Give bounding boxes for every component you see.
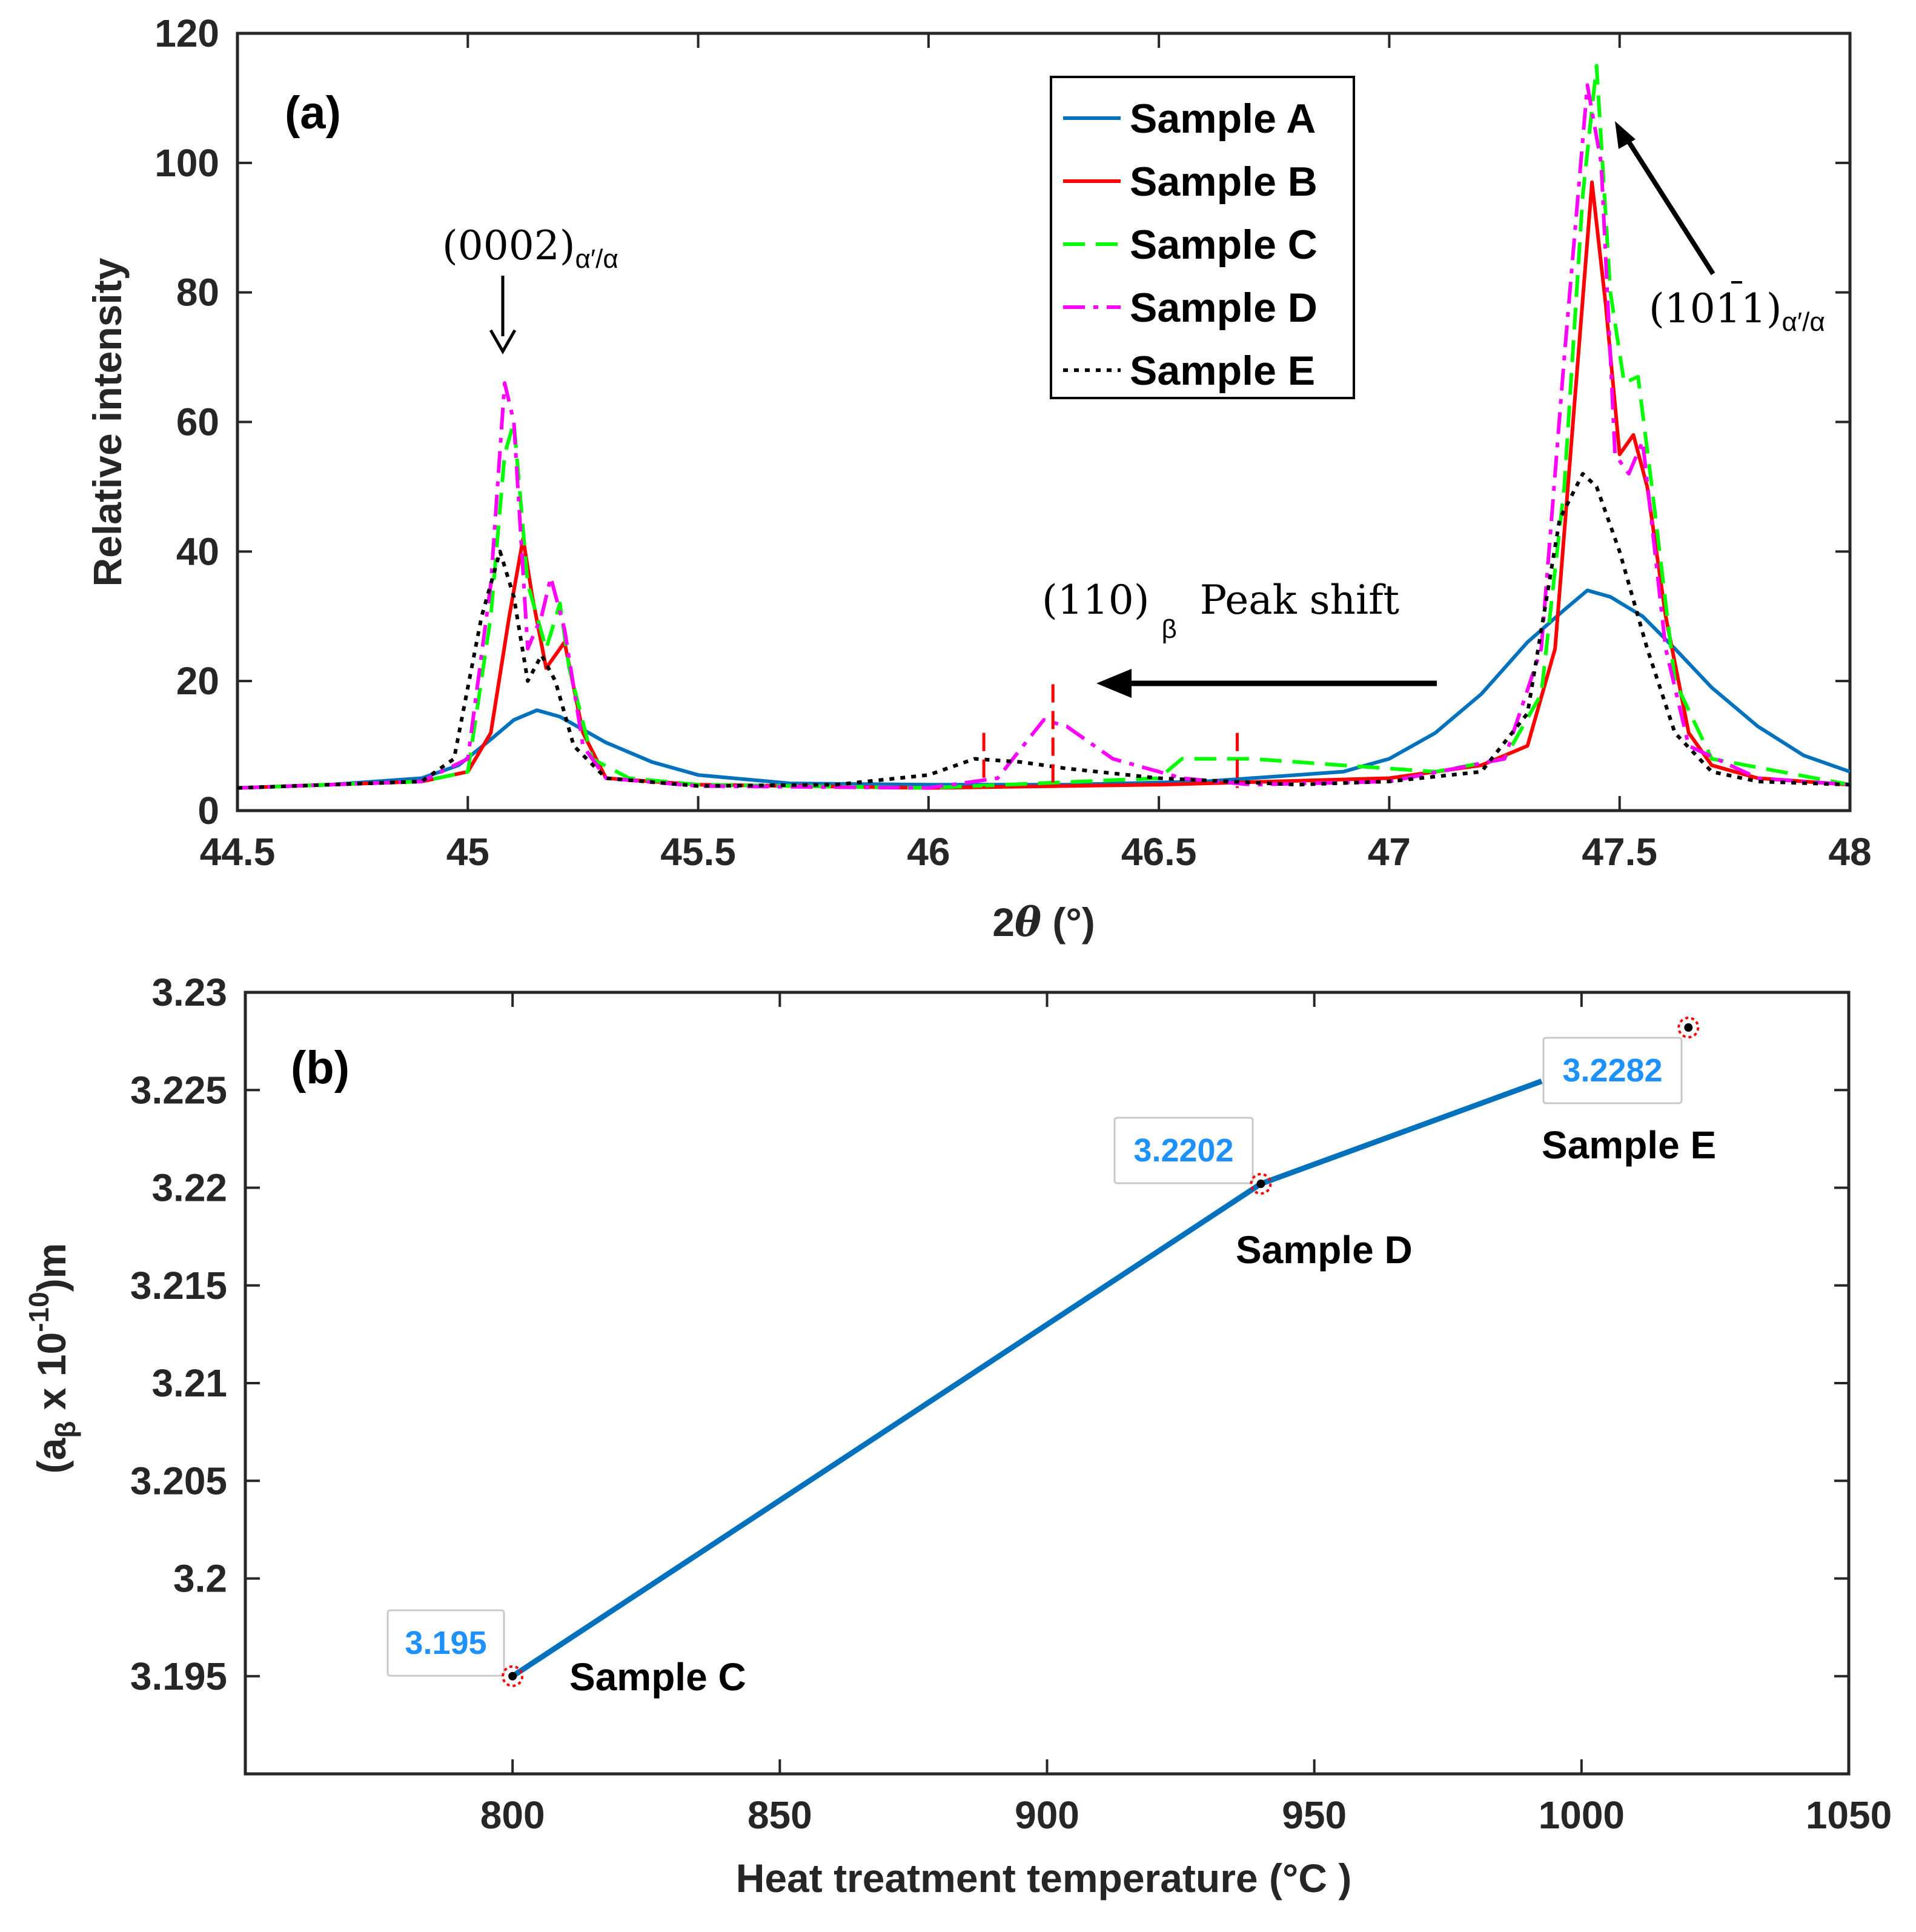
arrow-0002	[489, 276, 517, 355]
x-tick-label: 45.5	[660, 830, 736, 874]
legend-label: Sample A	[1130, 96, 1316, 142]
y-label-sup: -10	[23, 1292, 55, 1332]
panel-b-axes-box	[244, 991, 1851, 1776]
x-label-theta: θ	[1015, 898, 1041, 946]
arrow-peak-shift	[1096, 669, 1437, 698]
series-line-sample-b	[237, 180, 1851, 790]
panel-b-y-axis-label: (aβ x 10-10)m	[23, 1243, 81, 1474]
x-tick-label: 900	[1015, 1793, 1079, 1837]
y-tick-label: 3.225	[130, 1068, 227, 1112]
data-marker-dot	[508, 1671, 517, 1681]
panel-b: 800 850 900 950 1000 1050 3.195 3.2 3.205 3.21 3.2…	[23, 971, 1892, 1900]
annotation-1011-sub: α′/α	[1782, 307, 1825, 337]
y-tick-label: 3.195	[130, 1655, 227, 1698]
x-tick-label: 47.5	[1582, 830, 1657, 874]
panel-b-ticks: 800 850 900 950 1000 1050 3.195 3.2 3.205 3.21 3.2…	[130, 971, 1892, 1837]
y-label-end: )m	[29, 1243, 74, 1292]
data-tip-box	[386, 1609, 505, 1677]
x-tick-label: 45	[446, 830, 489, 874]
x-tick-label: 48	[1828, 830, 1871, 874]
y-tick-label: 3.205	[130, 1459, 227, 1502]
panel-a-ticks: 44.5 45 45.5 46 46.5 47 47.5 48 0 20 40 60 80 100 120	[154, 12, 1871, 874]
annotation-110-main: (110)	[1042, 577, 1149, 623]
sample-label: Sample C	[569, 1655, 746, 1699]
y-tick-label: 20	[176, 659, 219, 703]
x-label-prefix: 2	[992, 900, 1015, 944]
y-tick-label: 80	[176, 271, 219, 314]
annotation-0002: (0002)α′/α	[442, 222, 618, 274]
data-marker-ring	[1677, 1017, 1700, 1039]
x-tick-label: 850	[748, 1793, 812, 1837]
y-tick-label: 100	[154, 141, 219, 185]
annotation-110-sub: β	[1161, 614, 1176, 644]
y-label-main: (a	[29, 1437, 74, 1473]
x-tick-label: 1000	[1539, 1793, 1625, 1837]
annotation-peak-shift: Peak shift	[1200, 577, 1399, 623]
arrow-1011	[1615, 121, 1715, 276]
y-label-mid: x 10	[29, 1332, 74, 1421]
legend-label: Sample E	[1130, 348, 1315, 394]
data-tip-box	[1542, 1037, 1683, 1104]
x-tick-label: 46	[907, 830, 950, 874]
y-tick-label: 40	[176, 529, 219, 573]
annotation-1011-main: (1011)	[1649, 285, 1782, 332]
y-tick-label: 3.23	[151, 971, 227, 1014]
annotation-0002-main: (0002)	[442, 222, 575, 269]
series-line-sample-c	[237, 64, 1851, 790]
data-tip-value: 3.195	[405, 1625, 486, 1661]
legend-label: Sample D	[1130, 285, 1318, 331]
sample-label: Sample E	[1542, 1123, 1716, 1167]
x-tick-label: 47	[1368, 830, 1411, 874]
data-marker-dot	[1256, 1180, 1265, 1189]
x-tick-label: 800	[480, 1793, 545, 1837]
y-label-sub: β	[50, 1421, 81, 1438]
legend-label: Sample C	[1130, 222, 1318, 268]
panel-a-peak-markers	[982, 684, 1239, 788]
y-tick-label: 120	[154, 12, 219, 55]
annotation-0002-sub: α′/α	[575, 244, 618, 274]
panel-a-series	[237, 64, 1851, 790]
data-marker-ring	[502, 1665, 524, 1687]
data-point-sample-c[interactable]: 3.195 Sample C	[386, 1609, 746, 1699]
legend-box	[1050, 76, 1355, 399]
x-tick-label: 950	[1282, 1793, 1347, 1837]
panel-a-label: (a)	[285, 87, 341, 139]
data-tip-box	[1113, 1117, 1254, 1184]
x-tick-label: 1050	[1806, 1793, 1892, 1837]
sample-label: Sample D	[1236, 1228, 1413, 1272]
panel-a-y-axis-label: Relative intensity	[85, 257, 130, 586]
series-line-sample-d	[237, 83, 1851, 790]
panel-a: 44.5 45 45.5 46 46.5 47 47.5 48020406080100120 …	[85, 12, 1872, 946]
panel-b-points: 3.195 Sample C 3.2202 Sample D 3.2282 Sample …	[386, 1017, 1716, 1699]
data-marker-dot	[1684, 1023, 1693, 1032]
panel-a-x-axis-label: 2θ (°)	[992, 898, 1095, 946]
legend: Sample A Sample B Sample C Sample D Sample E	[1050, 76, 1355, 399]
x-label-unit: (°)	[1041, 900, 1095, 944]
y-tick-label: 3.21	[151, 1361, 227, 1405]
x-tick-label: 44.5	[200, 830, 276, 874]
series-line-sample-e	[237, 472, 1851, 790]
data-point-sample-e[interactable]: 3.2282 Sample E	[1542, 1017, 1716, 1167]
y-tick-label: 0	[197, 789, 219, 832]
x-tick-label: 46.5	[1121, 830, 1197, 874]
y-tick-label: 3.22	[151, 1166, 227, 1210]
annotation-1011: (1011)α′/α	[1649, 285, 1825, 337]
panel-b-label: (b)	[291, 1042, 350, 1094]
y-tick-label: 3.2	[173, 1557, 227, 1601]
annotation-110: (110) β Peak shift	[1042, 577, 1399, 644]
y-tick-label: 60	[176, 400, 219, 444]
y-tick-label: 3.215	[130, 1264, 227, 1307]
legend-label: Sample B	[1130, 159, 1318, 205]
data-tip-value: 3.2202	[1133, 1132, 1233, 1169]
panel-b-x-axis-label: Heat treatment temperature (°C )	[736, 1856, 1352, 1900]
data-point-sample-d[interactable]: 3.2202 Sample D	[1113, 1117, 1413, 1272]
data-marker-ring	[1250, 1173, 1272, 1195]
data-tip-value: 3.2282	[1562, 1052, 1662, 1089]
